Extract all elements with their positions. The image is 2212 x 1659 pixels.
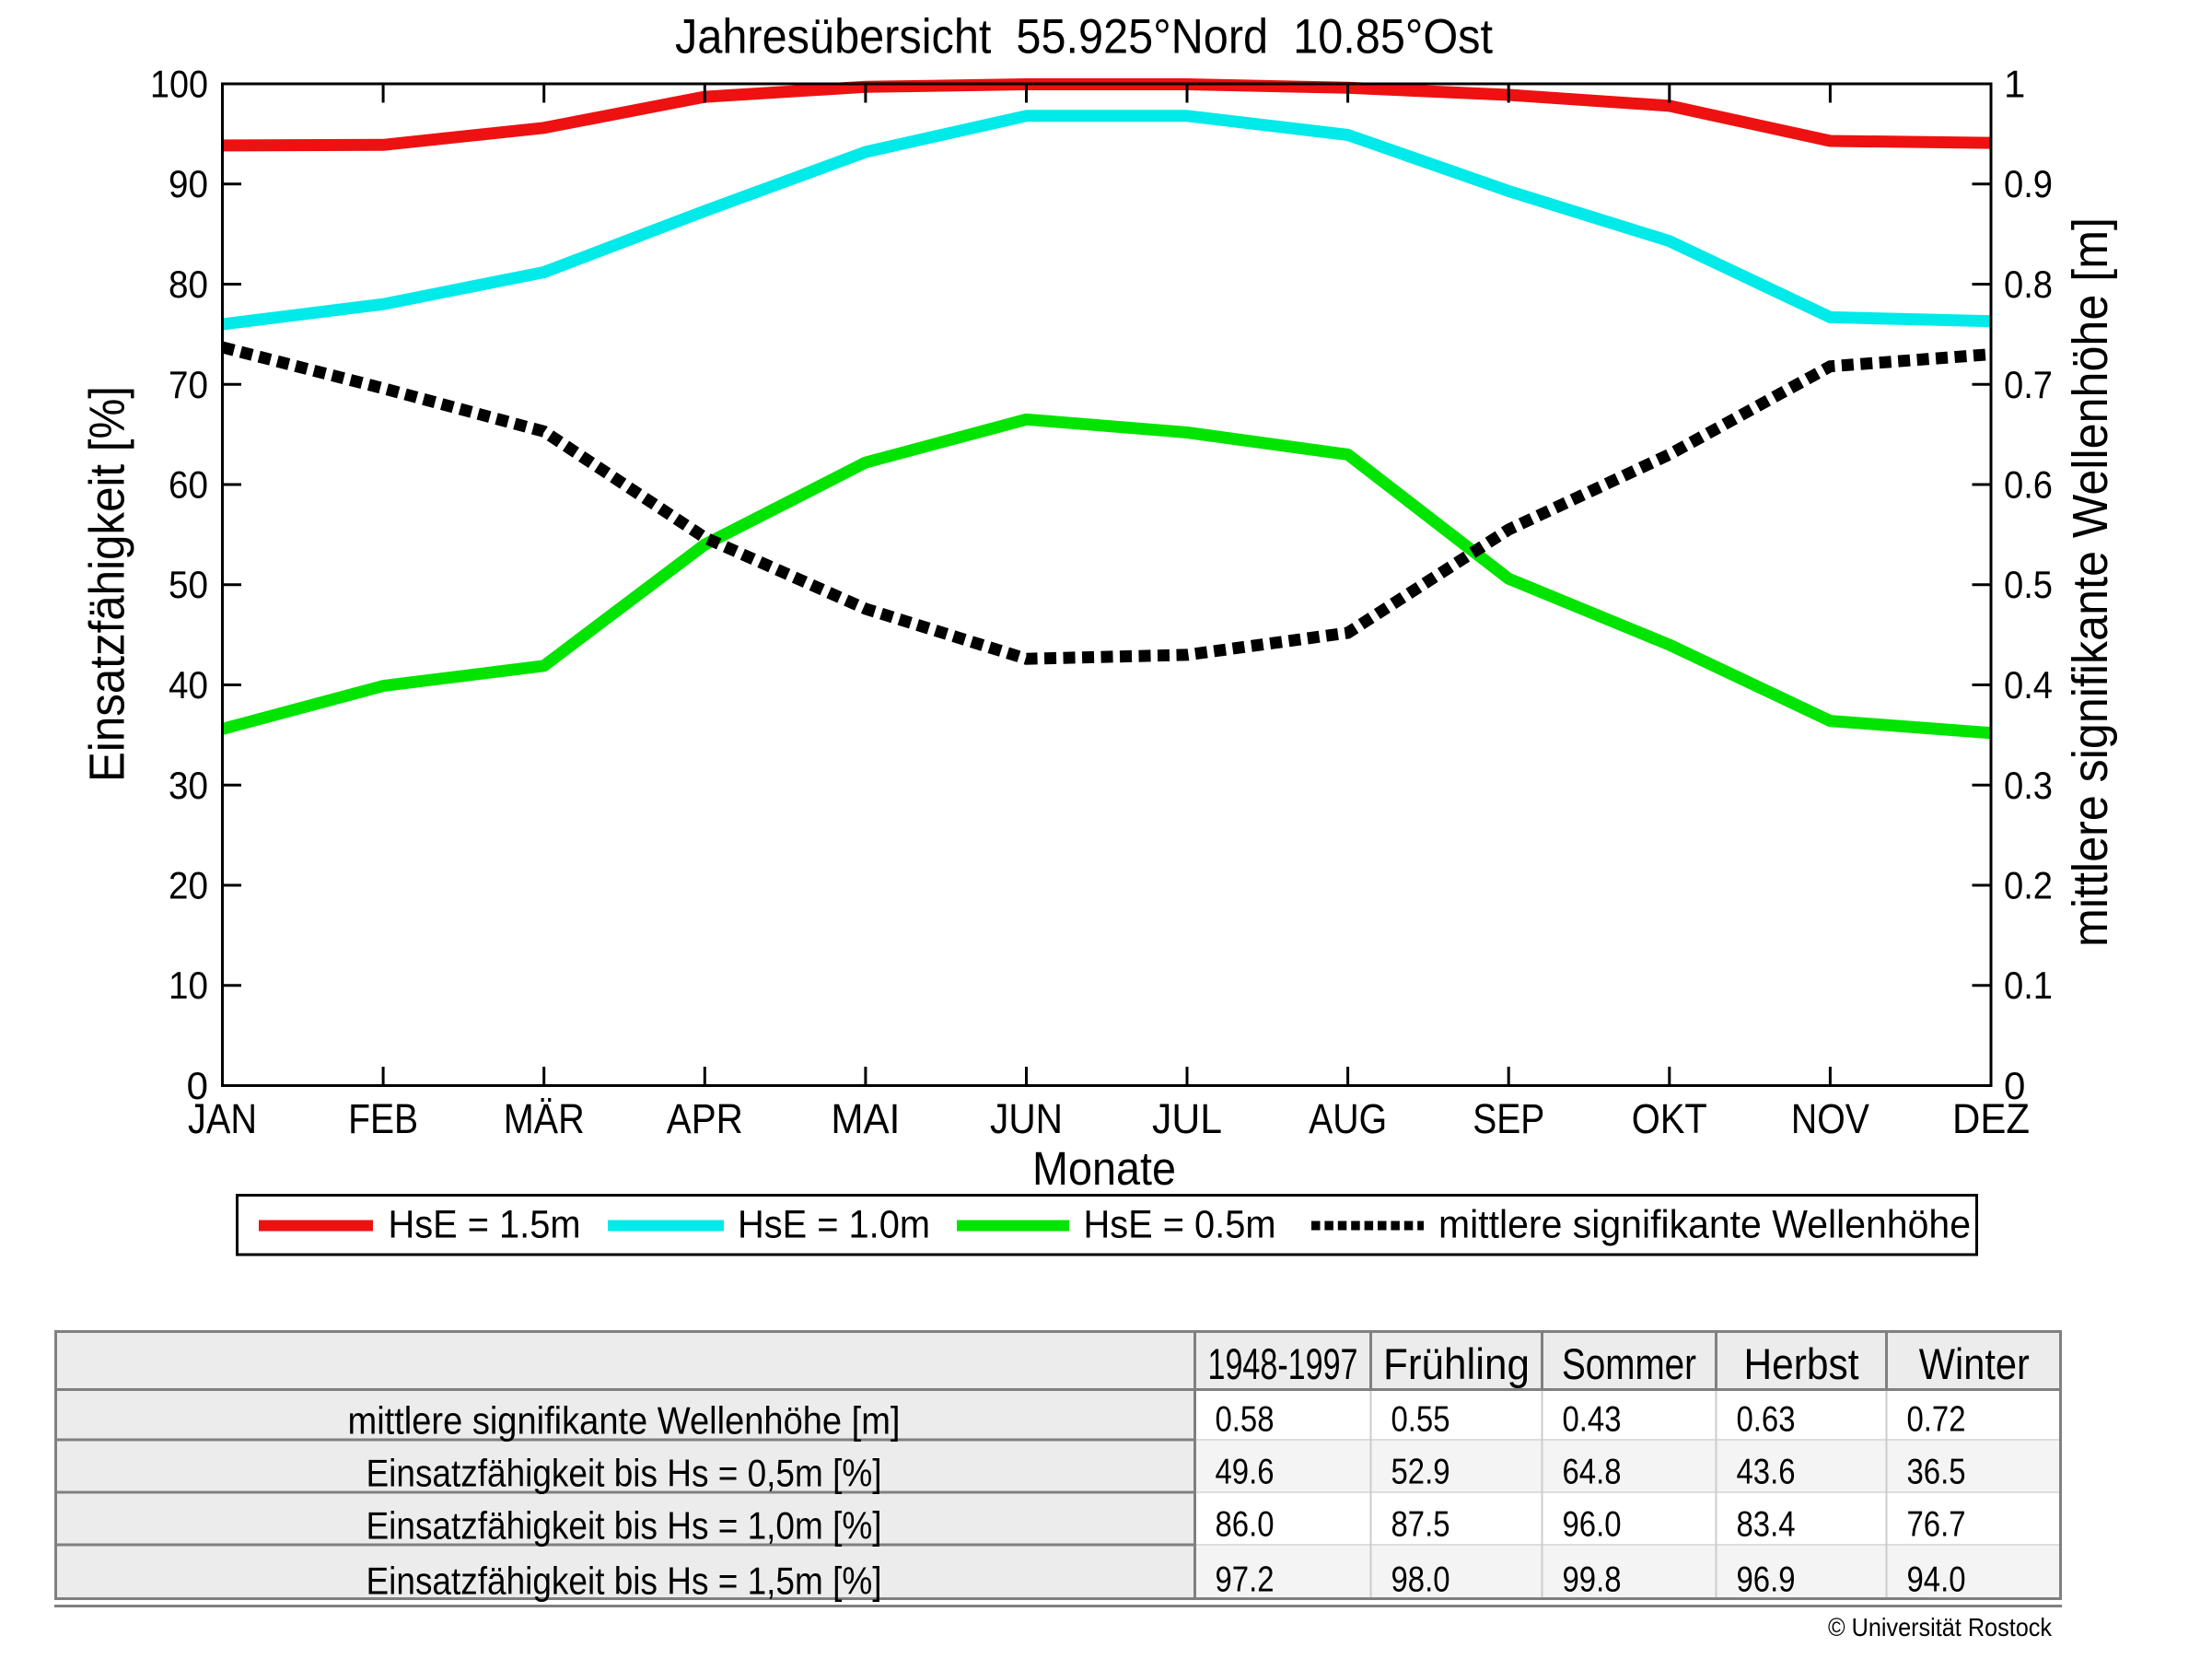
svg-text:0.43: 0.43 — [1563, 1400, 1622, 1440]
svg-text:Einsatzfähigkeit [%]: Einsatzfähigkeit [%] — [80, 386, 135, 782]
svg-text:49.6: 49.6 — [1216, 1453, 1275, 1492]
svg-text:98.0: 98.0 — [1391, 1560, 1450, 1600]
svg-text:52.9: 52.9 — [1391, 1453, 1450, 1492]
svg-text:0.2: 0.2 — [2004, 864, 2053, 907]
svg-text:NOV: NOV — [1791, 1095, 1870, 1142]
svg-text:© Universität Rostock: © Universität Rostock — [1828, 1613, 2053, 1641]
svg-text:Jahresübersicht 55.925°Nord: Jahresübersicht 55.925°Nord 10.85°Ost — [675, 10, 1493, 64]
svg-text:HsE = 1.0m: HsE = 1.0m — [738, 1203, 930, 1247]
svg-text:APR: APR — [667, 1095, 743, 1142]
svg-text:0.5: 0.5 — [2004, 563, 2053, 606]
svg-text:50: 50 — [169, 563, 208, 606]
svg-text:mittlere signifikante Wellenhö: mittlere signifikante Wellenhöhe — [1438, 1203, 1971, 1247]
svg-text:AUG: AUG — [1309, 1095, 1387, 1142]
svg-text:0.4: 0.4 — [2004, 663, 2053, 707]
svg-text:40: 40 — [169, 663, 208, 707]
svg-text:JUN: JUN — [990, 1095, 1063, 1142]
svg-text:Frühling: Frühling — [1383, 1339, 1530, 1388]
svg-text:JAN: JAN — [188, 1095, 257, 1142]
svg-text:HsE = 1.5m: HsE = 1.5m — [389, 1203, 581, 1247]
svg-text:0.63: 0.63 — [1737, 1400, 1796, 1440]
svg-text:Einsatzfähigkeit bis Hs = 1,0m: Einsatzfähigkeit bis Hs = 1,0m [%] — [367, 1504, 882, 1548]
svg-text:0.9: 0.9 — [2004, 162, 2053, 205]
svg-text:97.2: 97.2 — [1216, 1560, 1275, 1600]
svg-text:DEZ: DEZ — [1952, 1095, 2030, 1142]
svg-text:43.6: 43.6 — [1737, 1453, 1796, 1492]
svg-text:mittlere signifikante Wellenhö: mittlere signifikante Wellenhöhe [m] — [2063, 217, 2118, 947]
svg-text:0.55: 0.55 — [1391, 1400, 1450, 1440]
svg-text:0.7: 0.7 — [2004, 363, 2053, 406]
svg-text:1: 1 — [2004, 63, 2025, 106]
svg-text:94.0: 94.0 — [1907, 1560, 1966, 1600]
svg-text:HsE = 0.5m: HsE = 0.5m — [1084, 1203, 1276, 1247]
svg-text:90: 90 — [169, 162, 208, 205]
svg-text:MÄR: MÄR — [504, 1095, 585, 1142]
svg-text:Einsatzfähigkeit bis Hs = 1,5m: Einsatzfähigkeit bis Hs = 1,5m [%] — [367, 1560, 882, 1603]
svg-text:Sommer: Sommer — [1562, 1339, 1696, 1388]
svg-text:0.1: 0.1 — [2004, 964, 2053, 1007]
svg-text:Monate: Monate — [1032, 1142, 1176, 1195]
svg-text:70: 70 — [169, 363, 208, 406]
svg-text:mittlere signifikante Wellenhö: mittlere signifikante Wellenhöhe [m] — [348, 1399, 901, 1443]
svg-text:MAI: MAI — [831, 1095, 900, 1142]
svg-text:80: 80 — [169, 263, 208, 306]
svg-text:1948-1997: 1948-1997 — [1208, 1339, 1358, 1388]
svg-text:86.0: 86.0 — [1216, 1505, 1275, 1545]
svg-text:20: 20 — [169, 864, 208, 907]
svg-text:0: 0 — [187, 1064, 208, 1107]
svg-text:0.58: 0.58 — [1216, 1400, 1275, 1440]
svg-text:Einsatzfähigkeit bis Hs = 0,5m: Einsatzfähigkeit bis Hs = 0,5m [%] — [367, 1452, 882, 1495]
svg-text:Winter: Winter — [1919, 1339, 2030, 1388]
svg-text:87.5: 87.5 — [1391, 1505, 1450, 1545]
svg-text:0.6: 0.6 — [2004, 463, 2053, 507]
svg-text:96.9: 96.9 — [1737, 1560, 1796, 1600]
svg-text:96.0: 96.0 — [1563, 1505, 1622, 1545]
svg-text:OKT: OKT — [1632, 1095, 1707, 1142]
svg-text:SEP: SEP — [1473, 1095, 1544, 1142]
svg-text:FEB: FEB — [348, 1095, 418, 1142]
svg-text:Herbst: Herbst — [1744, 1339, 1859, 1388]
svg-text:0.8: 0.8 — [2004, 263, 2053, 306]
svg-text:0: 0 — [2004, 1064, 2025, 1107]
svg-text:30: 30 — [169, 764, 208, 807]
svg-text:36.5: 36.5 — [1907, 1453, 1966, 1492]
svg-text:100: 100 — [150, 63, 208, 106]
svg-text:64.8: 64.8 — [1563, 1453, 1622, 1492]
svg-text:0.3: 0.3 — [2004, 764, 2053, 807]
svg-text:60: 60 — [169, 463, 208, 507]
svg-text:0.72: 0.72 — [1907, 1400, 1966, 1440]
svg-text:10: 10 — [169, 964, 208, 1007]
svg-text:76.7: 76.7 — [1907, 1505, 1966, 1545]
svg-text:99.8: 99.8 — [1563, 1560, 1622, 1600]
svg-text:JUL: JUL — [1152, 1095, 1222, 1142]
svg-text:83.4: 83.4 — [1737, 1505, 1796, 1545]
